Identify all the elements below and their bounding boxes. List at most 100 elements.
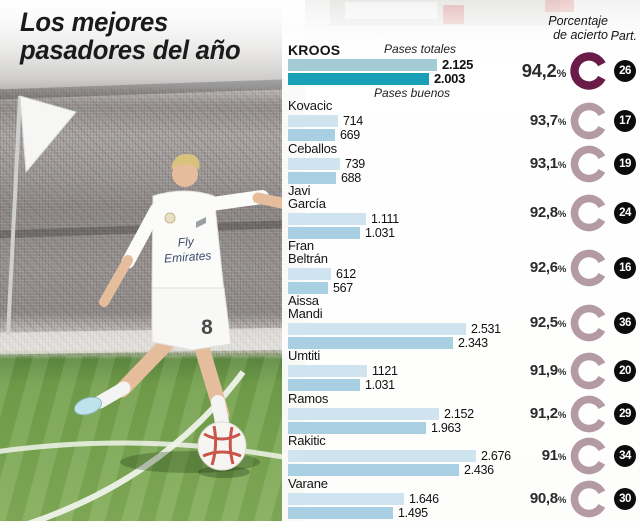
total-passes-bar — [288, 450, 476, 462]
total-passes-value: 739 — [345, 156, 365, 171]
accuracy-percentage: 90,8% — [529, 489, 566, 507]
good-passes-label: Pases buenos — [374, 86, 451, 100]
participation-badge: 16 — [614, 256, 636, 279]
participation-badge: 20 — [614, 360, 636, 383]
player-name: Varane — [288, 475, 328, 491]
accuracy-donut — [568, 350, 610, 392]
good-passes-bar — [288, 506, 393, 519]
total-passes-bar — [288, 115, 338, 127]
total-passes-bar — [288, 407, 439, 420]
total-passes-value: 1.111 — [371, 211, 399, 226]
good-passes-value: 2.003 — [434, 71, 466, 86]
total-passes-bar — [288, 267, 331, 280]
boot-left — [73, 396, 103, 416]
shorts — [151, 287, 232, 351]
jersey-sponsor-line2: Emirates — [164, 248, 212, 265]
player-rows: KROOS Pases totales 2.125 2.003 Pases bu… — [288, 42, 638, 520]
player-name: Fran Beltrán — [288, 238, 328, 266]
participation-badge: 36 — [614, 311, 636, 334]
jersey-sponsor-line1: Fly — [177, 234, 195, 249]
accuracy-donut — [568, 393, 610, 435]
accuracy-percentage: 92,6% — [529, 258, 566, 276]
participation-badge: 24 — [614, 201, 636, 224]
total-passes-value: 714 — [343, 114, 363, 128]
accuracy-donut — [568, 192, 610, 234]
participation-badge: 34 — [614, 445, 636, 468]
player-illustration: Fly Emirates 8 — [0, 95, 305, 521]
player-hair — [171, 153, 200, 170]
accuracy-column-header: Porcentaje de acierto — [548, 14, 608, 42]
good-passes-bar — [288, 336, 453, 349]
total-passes-value: 2.125 — [442, 57, 474, 72]
total-passes-value: 1121 — [372, 364, 398, 378]
accuracy-percentage: 92,8% — [529, 203, 566, 221]
total-passes-label: Pases totales — [383, 42, 456, 56]
brand-logo — [196, 217, 206, 228]
participation-badge: 30 — [614, 487, 636, 510]
player-row: Ceballos Pases totales 739 688 Pases bue… — [288, 140, 638, 186]
good-passes-value: 1.963 — [431, 420, 461, 435]
total-passes-value: 612 — [336, 266, 356, 281]
accuracy-percentage: 91% — [541, 447, 567, 465]
good-passes-bar — [288, 226, 360, 239]
accuracy-percentage: 92,5% — [529, 313, 566, 331]
accuracy-donut — [568, 48, 610, 94]
player-row: Rakitic Pases totales 2.676 2.436 Pases … — [288, 433, 638, 478]
good-passes-value: 688 — [341, 170, 361, 185]
accuracy-percentage: 91,2% — [529, 404, 566, 422]
player-photo: Fly Emirates 8 — [0, 0, 305, 521]
good-passes-bar — [288, 129, 335, 141]
player-head — [172, 161, 198, 187]
infographic-title: Los mejores pasadores del año — [20, 7, 241, 65]
player-row: Javi García Pases totales 1.111 1.031 Pa… — [288, 183, 638, 240]
participation-badge: 19 — [614, 152, 636, 175]
player-row: Kovacic Pases totales 714 669 Pases buen… — [288, 98, 638, 143]
corner-flag-pole — [6, 95, 22, 336]
participation-badge: 17 — [614, 110, 636, 133]
chart-panel: Porcentaje de acierto Part. KROOS Pases … — [282, 0, 640, 521]
player-row: Varane Pases totales 1.646 1.495 Pases b… — [288, 475, 638, 521]
accuracy-donut — [568, 302, 610, 344]
good-passes-value: 1.495 — [398, 505, 428, 520]
player-name: Ramos — [288, 390, 329, 406]
accuracy-donut — [568, 143, 610, 185]
football — [197, 421, 247, 471]
photo-top-haze — [0, 0, 305, 110]
total-passes-bar — [288, 212, 366, 225]
player-row: KROOS Pases totales 2.125 2.003 Pases bu… — [288, 42, 638, 100]
good-passes-bar — [288, 281, 328, 294]
total-passes-value: 2.152 — [444, 406, 474, 421]
participation-column-header: Part. — [610, 29, 637, 43]
player-row: Fran Beltrán Pases totales 612 567 Pases… — [288, 238, 638, 295]
accuracy-percentage: 93,1% — [529, 154, 566, 172]
player-name: Rakitic — [288, 433, 326, 448]
participation-badge: 29 — [614, 402, 636, 425]
sock-left — [93, 381, 131, 409]
total-passes-value: 2.676 — [481, 449, 511, 463]
player-name: Kovacic — [288, 98, 333, 113]
player-row: Aissa Mandi Pases totales 2.531 2.343 Pa… — [288, 294, 638, 350]
good-passes-bar — [288, 72, 429, 85]
good-passes-bar — [288, 464, 459, 476]
total-passes-bar — [288, 157, 340, 170]
shorts-number: 8 — [201, 316, 213, 339]
participation-badge: 26 — [614, 60, 636, 82]
accuracy-percentage: 93,7% — [529, 112, 566, 130]
total-passes-bar — [288, 365, 367, 377]
player-name: Javi García — [288, 183, 326, 211]
good-passes-bar — [288, 421, 426, 434]
accuracy-percentage: 94,2% — [521, 60, 567, 81]
total-passes-value: 2.531 — [471, 321, 501, 336]
player-name: KROOS — [288, 41, 341, 58]
player-row: Umtiti Pases totales 1121 1.031 Pases bu… — [288, 349, 638, 393]
pitch-stripes — [0, 356, 305, 521]
corner-flag — [19, 95, 77, 174]
club-crest — [164, 212, 176, 224]
good-passes-value: 2.436 — [464, 463, 494, 477]
accuracy-donut — [568, 478, 610, 520]
good-passes-bar — [288, 171, 336, 184]
total-passes-bar — [288, 322, 466, 335]
player-name: Ceballos — [288, 140, 337, 156]
accuracy-donut — [568, 435, 610, 477]
